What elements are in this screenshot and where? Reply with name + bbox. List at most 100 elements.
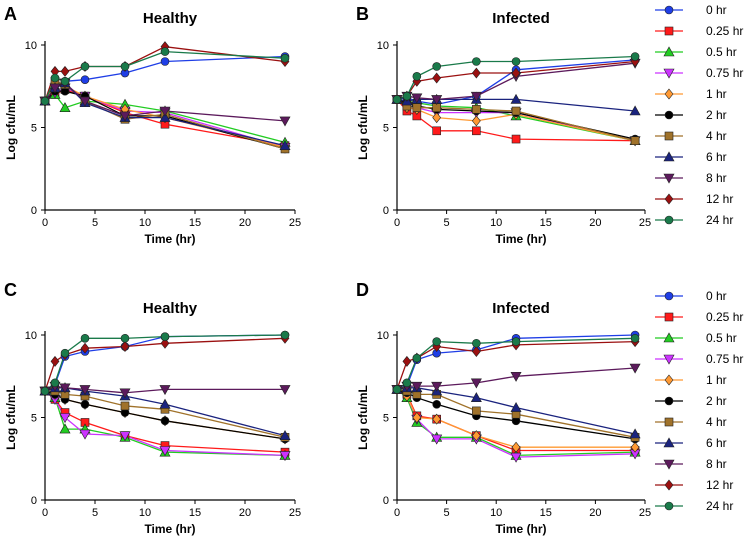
data-point	[159, 398, 171, 409]
legend-marker	[664, 5, 674, 15]
x-tick-label: 0	[394, 507, 400, 519]
legend-marker	[663, 151, 675, 162]
data-point	[160, 47, 170, 56]
y-axis-label-c: Log cfu/mL	[4, 385, 18, 450]
legend-marker	[663, 68, 675, 79]
data-point	[50, 73, 60, 83]
data-point	[40, 386, 50, 396]
x-axis-label-b: Time (hr)	[495, 232, 546, 246]
y-tick-label: 0	[31, 495, 37, 507]
data-point	[279, 140, 291, 150]
y-tick-label: 5	[383, 123, 389, 135]
data-point	[119, 388, 131, 399]
data-point	[80, 342, 90, 354]
y-tick-label: 10	[25, 330, 37, 342]
data-point	[511, 67, 521, 79]
panel-letter-c: C	[4, 280, 17, 300]
data-point	[160, 332, 170, 341]
data-point	[431, 381, 443, 392]
legend-marker	[664, 26, 674, 36]
data-point	[159, 446, 171, 457]
data-point	[432, 126, 441, 136]
data-point	[79, 385, 91, 396]
data-point	[511, 106, 521, 116]
data-point	[412, 103, 422, 112]
data-point	[160, 57, 170, 66]
legend-top: 0 hr 0.25 hr 0.5 hr 0.75 hr 1 hr 2 hr 4 hr 6 hr…	[655, 3, 743, 227]
data-point	[159, 106, 171, 117]
data-point	[470, 392, 482, 403]
data-point	[412, 72, 422, 81]
data-point	[80, 75, 90, 84]
legend-label: 0 hr	[706, 3, 727, 17]
x-tick-label: 25	[289, 507, 301, 519]
data-point	[79, 429, 91, 440]
legend-label: 1 hr	[706, 87, 727, 101]
y-tick-label: 5	[31, 123, 37, 135]
data-point	[471, 67, 481, 79]
data-point	[412, 412, 422, 423]
legend-label: 24 hr	[706, 213, 733, 227]
data-point	[432, 413, 442, 425]
data-point	[80, 62, 90, 71]
legend-marker	[663, 46, 675, 57]
y-tick-label: 5	[383, 413, 389, 425]
x-tick-label: 25	[639, 217, 651, 229]
panel-letter-a: A	[4, 4, 17, 24]
x-tick-label: 10	[490, 507, 502, 519]
chart-title-d: Infected	[492, 300, 550, 317]
data-point	[402, 378, 412, 388]
data-point	[630, 333, 640, 343]
data-point	[50, 378, 60, 388]
data-point	[80, 399, 90, 409]
data-point	[279, 430, 291, 440]
data-point	[392, 385, 402, 394]
data-point	[60, 77, 70, 86]
data-point	[120, 62, 130, 71]
legend-label: 1 hr	[706, 373, 727, 387]
data-point	[79, 96, 91, 107]
legend-label: 0.5 hr	[706, 45, 737, 59]
data-point	[120, 333, 130, 343]
legend-bottom: 0 hr 0.25 hr 0.5 hr 0.75 hr 1 hr 2 hr 4 hr 6 hr…	[655, 289, 743, 513]
legend-marker	[664, 501, 674, 511]
data-point	[511, 337, 521, 346]
legend-label: 6 hr	[706, 150, 727, 164]
legend-label: 4 hr	[706, 415, 727, 429]
data-point	[120, 401, 130, 411]
charts-group: Healthy 0 5 10 15 20 25 0 5 10 Time (hr) Log cfu/mL…	[4, 10, 651, 536]
x-tick-label: 20	[239, 217, 251, 229]
legend-marker	[664, 215, 674, 225]
data-point	[472, 406, 481, 416]
data-point	[630, 441, 640, 453]
data-point	[160, 337, 170, 349]
data-point	[60, 348, 70, 358]
legend-marker	[664, 479, 674, 491]
data-point	[472, 126, 481, 136]
data-point	[431, 95, 443, 106]
data-point	[510, 452, 522, 463]
data-point	[279, 116, 291, 127]
legend-label: 0.75 hr	[706, 66, 743, 80]
data-point	[280, 330, 290, 340]
legend-label: 0.5 hr	[706, 331, 737, 345]
data-point	[511, 57, 521, 66]
legend-marker	[663, 437, 675, 448]
x-tick-label: 0	[394, 217, 400, 229]
data-point	[629, 363, 641, 374]
x-tick-label: 25	[289, 217, 301, 229]
x-tick-label: 5	[92, 217, 98, 229]
data-point	[510, 371, 522, 382]
x-tick-label: 10	[139, 507, 151, 519]
data-point	[59, 102, 71, 112]
data-point	[510, 401, 522, 412]
data-point	[471, 430, 481, 442]
legend-label: 0.75 hr	[706, 352, 743, 366]
data-point	[470, 91, 482, 102]
legend-marker	[664, 374, 674, 386]
data-point	[471, 115, 481, 127]
x-tick-label: 0	[42, 217, 48, 229]
data-point	[432, 337, 441, 346]
data-point	[411, 93, 423, 104]
legend-label: 0 hr	[706, 289, 727, 303]
